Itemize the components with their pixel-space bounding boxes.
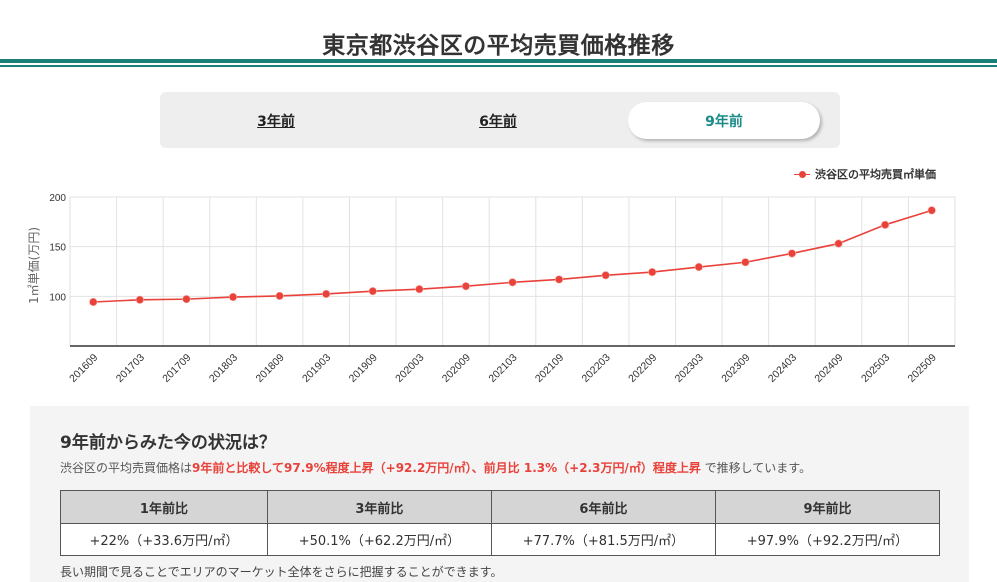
data-point[interactable] [601,271,610,280]
table-row: +22%（+33.6万円/㎡） +50.1%（+62.2万円/㎡） +77.7%… [60,523,941,556]
comparison-table: 1年前比 3年前比 6年前比 9年前比 +22%（+33.6万円/㎡） +50.… [60,490,941,556]
chart-canvas: 100 150 200 1㎡単価(万円) 201609 201703 201709 20180… [27,193,956,385]
data-point[interactable] [182,295,191,304]
legend-label: 渋谷区の平均売買㎡単価 [815,168,936,181]
data-point[interactable] [508,278,517,287]
x-tick-label: 201803 [207,352,240,385]
y-tick-label: 100 [49,292,66,303]
data-point[interactable] [135,295,144,304]
x-tick-label: 201909 [347,352,380,385]
x-tick-label: 202209 [626,352,659,385]
x-tick-label: 202109 [533,352,566,385]
x-tick-label: 201903 [300,352,333,385]
tab-9-years-ago[interactable]: 9年前 [628,102,820,139]
page-title: 東京都渋谷区の平均売買価格推移 [322,33,675,59]
data-point[interactable] [648,267,657,277]
table-cell-3y: +50.1%（+62.2万円/㎡） [266,523,492,556]
y-tick-label: 200 [49,193,66,204]
table-header-1y: 1年前比 [60,490,268,524]
data-point[interactable] [881,220,890,229]
price-line-chart: 100 150 200 1㎡単価(万円) 201609 201703 201709 20180… [0,185,997,400]
title-divider-thin [0,65,997,67]
data-point[interactable] [275,291,284,301]
table-cell-9y: +97.9%（+92.2万円/㎡） [714,523,941,556]
tab-3-years-ago[interactable]: 3年前 [257,113,295,130]
x-tick-label: 202409 [812,352,845,385]
x-tick-label: 201809 [253,352,286,385]
x-tick-label: 201709 [160,352,193,385]
period-tabs: 3年前 6年前 9年前 [160,92,840,148]
data-point[interactable] [368,287,377,296]
summary-note: 長い期間で見ることでエリアのマーケット全体をさらに把握することができます。 [60,565,503,579]
data-point[interactable] [228,292,238,302]
summary-panel: 9年前からみた今の状況は？ 渋谷区の平均売買価格は9年前と比較して97.9%程度… [30,406,969,582]
y-tick-label: 150 [49,243,66,254]
legend-line-dot-icon [794,169,810,179]
x-tick-label: 202009 [440,352,473,385]
x-tick-label: 202503 [859,352,892,385]
table-cell-6y: +77.7%（+81.5万円/㎡） [490,523,716,556]
summary-description: 渋谷区の平均売買価格は9年前と比較して97.9%程度上昇（+92.2万円/㎡）、… [60,459,811,476]
summary-text-suffix: で推移しています。 [700,461,812,475]
data-point[interactable] [741,258,750,267]
table-header-3y: 3年前比 [266,490,492,524]
table-header-9y: 9年前比 [714,490,941,524]
x-tick-label: 202309 [719,352,752,385]
x-tick-label: 201609 [67,352,100,385]
x-tick-label: 202003 [393,352,426,385]
table-header-6y: 6年前比 [490,490,716,524]
summary-text-prefix: 渋谷区の平均売買価格は [60,461,193,475]
x-tick-label: 202303 [673,352,706,385]
data-point[interactable] [787,249,797,258]
x-tick-label: 201703 [114,352,147,385]
data-point[interactable] [415,285,424,294]
data-point[interactable] [461,282,471,291]
x-tick-label: 202203 [580,352,613,385]
table-cell-1y: +22%（+33.6万円/㎡） [60,523,268,556]
summary-text-highlight: 9年前と比較して97.9%程度上昇（+92.2万円/㎡）、前月比 1.3%（+2… [192,461,701,475]
x-tick-label: 202103 [486,352,519,385]
data-point[interactable] [89,297,98,307]
title-divider-thick [0,59,997,63]
y-axis-label: 1㎡単価(万円) [27,227,41,304]
data-point[interactable] [554,275,564,284]
x-tick-label: 202403 [766,352,799,385]
x-tick-label: 202509 [906,352,939,385]
table-header-row: 1年前比 3年前比 6年前比 9年前比 [60,490,941,524]
data-point[interactable] [834,239,843,248]
data-point[interactable] [322,289,331,299]
summary-heading: 9年前からみた今の状況は？ [60,433,276,453]
tab-6-years-ago[interactable]: 6年前 [479,113,517,130]
chart-legend[interactable]: 渋谷区の平均売買㎡単価 [794,166,936,182]
data-point[interactable] [694,262,703,272]
data-point[interactable] [927,206,936,215]
